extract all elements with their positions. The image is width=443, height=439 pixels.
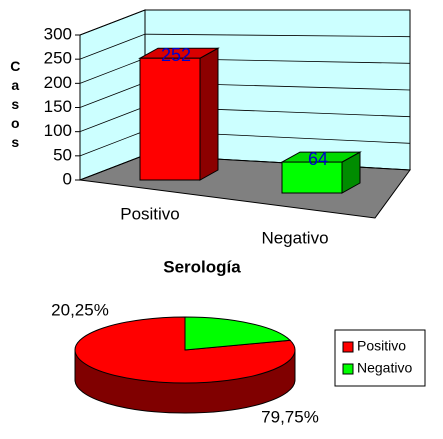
y-tick-label: 250 [44, 49, 72, 68]
y-axis-label: Casos [7, 58, 23, 153]
grid-line [79, 33, 411, 60]
bar [138, 47, 220, 181]
data-label: 252 [161, 45, 191, 65]
y-tick-label: 100 [44, 121, 72, 140]
legend-swatch [342, 341, 354, 353]
x-axis-label: Serología [163, 257, 241, 276]
x-tick-label: Positivo [120, 204, 180, 223]
bar [280, 151, 362, 194]
bar-front [139, 57, 201, 181]
y-tick-label: 150 [44, 97, 72, 116]
legend-box [334, 329, 426, 387]
pie-label: 20,25% [51, 300, 109, 319]
x-tick-label: Negativo [261, 228, 328, 247]
bar-front [281, 161, 343, 194]
pie-slice [184, 316, 292, 351]
legend-swatch [342, 363, 354, 375]
data-label: 64 [308, 149, 328, 169]
y-tick-label: 300 [44, 24, 72, 43]
y-tick-label: 200 [44, 73, 72, 92]
bar-side [199, 47, 219, 181]
grid-line [79, 9, 410, 36]
legend-label: Negativo [357, 360, 412, 376]
y-tick-label: 50 [53, 145, 72, 164]
legend-label: Positivo [357, 338, 406, 354]
y-tick-label: 0 [63, 169, 72, 188]
pie-label: 79,75% [261, 407, 319, 426]
